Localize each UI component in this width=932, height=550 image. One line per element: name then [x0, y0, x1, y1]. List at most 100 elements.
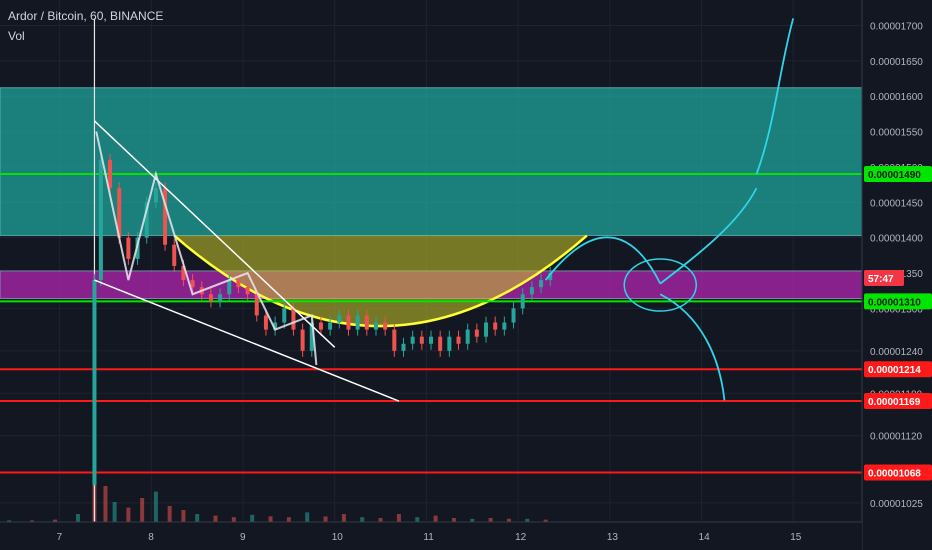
time-tick-label: 10: [332, 532, 344, 543]
time-tick-label: 8: [148, 532, 154, 543]
volume-bar: [30, 520, 35, 522]
volume-indicator-label: Vol: [8, 29, 25, 43]
time-tick-label: 11: [423, 532, 434, 543]
volume-bar: [126, 507, 131, 522]
candle-body: [236, 280, 241, 288]
countdown-tag: [864, 269, 904, 286]
candle-body: [529, 287, 534, 295]
candle-body: [273, 322, 278, 330]
price-tick-label: 0.00001400: [870, 234, 923, 245]
time-tick-label: 14: [699, 532, 711, 543]
candle-body: [392, 329, 397, 351]
countdown-tag-text: 57:47: [868, 274, 894, 285]
candle-body: [438, 336, 443, 351]
candle-body: [218, 294, 223, 302]
candle-body: [153, 188, 158, 203]
candle-body: [364, 315, 369, 330]
volume-bar: [167, 506, 172, 522]
price-tick-label: 0.00001240: [870, 347, 923, 358]
zigzag-path: [95, 131, 318, 366]
price-tick-label: 0.00001600: [870, 92, 923, 103]
candle-body: [337, 315, 342, 323]
volume-bar: [396, 514, 401, 522]
price-tick-label: 0.00001450: [870, 198, 923, 209]
volume-bar: [506, 518, 511, 522]
candle-body: [419, 336, 424, 344]
volume-bar: [360, 517, 365, 522]
candle-body: [309, 322, 314, 351]
volume-bar: [323, 516, 328, 522]
volume-bar: [140, 498, 145, 522]
candle-body: [493, 322, 498, 330]
candle-body: [144, 202, 149, 238]
volume-bar: [470, 518, 475, 522]
symbol-title: Ardor / Bitcoin, 60, BINANCE: [8, 9, 164, 23]
candle-body: [227, 280, 232, 295]
projection-arrow-target: [755, 18, 795, 175]
price-tick-label: 0.00001700: [870, 21, 923, 32]
projection-arrow-retest: [544, 236, 662, 285]
volume-bar: [525, 518, 530, 522]
projection-arrow-breakdown: [659, 293, 726, 401]
candle-body: [172, 244, 177, 266]
candle-body: [208, 294, 213, 302]
candle-body: [300, 329, 305, 351]
candle-body: [502, 322, 507, 330]
price-tick-label: 0.00001300: [870, 304, 923, 315]
candle-body: [117, 188, 122, 238]
candle-body: [548, 273, 553, 281]
candle-body: [245, 287, 250, 295]
volume-bar: [286, 517, 291, 522]
candle-body: [410, 336, 415, 344]
time-tick-label: 7: [57, 532, 63, 543]
volume-bar: [378, 518, 383, 522]
wedge-lower-line: [94, 279, 400, 402]
volume-bar: [451, 518, 456, 522]
retest-circle: [623, 258, 698, 312]
volume-bar: [250, 514, 255, 522]
candle-body: [429, 336, 433, 344]
volume-bar: [415, 517, 420, 522]
candle-body: [474, 329, 479, 337]
volume-bar: [75, 514, 80, 522]
wedge-upper-line: [93, 120, 336, 348]
time-tick-label: 15: [790, 532, 802, 543]
price-tick-label: 0.00001650: [870, 57, 923, 68]
volume-bar: [231, 517, 236, 522]
candle-body: [373, 322, 378, 330]
price-tick-label: 0.00001550: [870, 128, 923, 139]
time-axis-panel: [0, 522, 862, 550]
level-price-tag-text: 0.00001169: [868, 397, 921, 408]
candle-body: [328, 322, 333, 330]
candle-body: [484, 322, 489, 337]
candle-body: [346, 315, 351, 330]
candle-body: [108, 159, 113, 189]
candle-body: [383, 322, 388, 330]
level-price-tag: [864, 293, 932, 310]
candle-body: [291, 308, 296, 330]
candle-body: [456, 336, 461, 344]
candle-body: [318, 322, 323, 330]
candle-body: [181, 265, 186, 281]
candle-body: [263, 315, 268, 330]
spike-candle-body: [92, 280, 97, 486]
candle-body: [355, 315, 360, 330]
candle-body: [520, 294, 525, 309]
candle-body: [282, 308, 287, 323]
volume-bar: [103, 486, 108, 522]
candle-body: [401, 343, 406, 351]
candle-body: [190, 280, 195, 288]
candle-body: [465, 329, 470, 344]
level-price-tag: [864, 464, 932, 481]
price-tick-label: 0.00001025: [870, 499, 923, 510]
candle-body: [98, 159, 103, 281]
volume-bar: [341, 514, 346, 522]
volume-bar: [213, 515, 218, 522]
candle-body: [254, 294, 259, 316]
level-price-tag: [864, 166, 932, 182]
volume-bar: [181, 510, 186, 522]
volume-bar: [53, 519, 58, 522]
volume-bar: [268, 516, 273, 522]
